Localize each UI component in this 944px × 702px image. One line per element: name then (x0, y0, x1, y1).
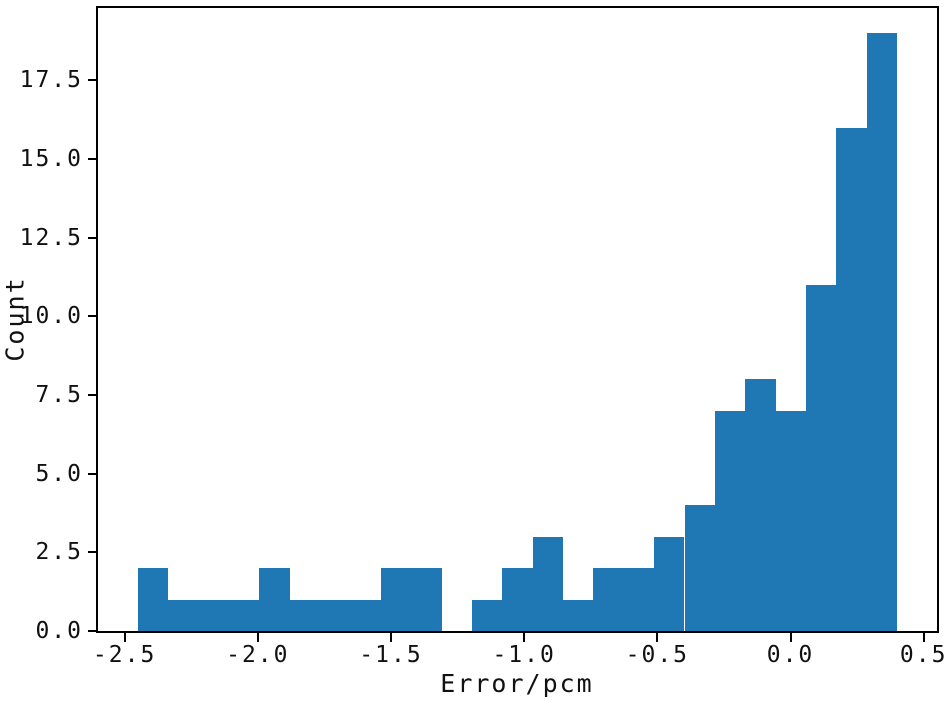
y-tick-mark (88, 79, 98, 82)
y-tick-label: 0.0 (35, 618, 83, 644)
x-tick-mark (389, 633, 392, 642)
y-tick-mark (88, 158, 98, 161)
y-tick-label: 5.0 (35, 460, 83, 487)
plot-area: -2.5 -2.0 -1.5 -1.0 -0.5 0.0 0.5 0.0 2.5 5.0 7.5 10… (20, 6, 944, 668)
histogram-bar (805, 284, 837, 631)
x-tick-label: 0.0 (766, 642, 815, 668)
histogram-bar (775, 410, 806, 631)
y-tick-label: 15.0 (19, 146, 83, 173)
histogram-bar (198, 599, 230, 631)
histogram-bar (502, 568, 533, 631)
x-tick-mark (789, 633, 792, 642)
x-tick-mark (256, 633, 259, 642)
histogram-bar (471, 599, 503, 631)
x-tick-mark (922, 633, 925, 642)
y-tick-label: 17.5 (19, 67, 83, 94)
histogram-bar (866, 33, 898, 631)
x-tick-label: -2.0 (226, 642, 290, 668)
histogram-bar (593, 568, 624, 631)
x-tick-label: 0.5 (899, 642, 944, 668)
histogram-bar (411, 568, 442, 631)
histogram-bar (532, 536, 564, 631)
y-tick-mark (88, 551, 98, 554)
y-tick-label: 12.5 (19, 224, 83, 251)
y-tick-mark (88, 394, 98, 396)
y-tick-mark (88, 236, 98, 239)
y-tick-label: 10.0 (19, 303, 83, 330)
y-tick-label: 2.5 (35, 539, 83, 566)
histogram-bar (654, 536, 685, 631)
x-axis-label: Error/pcm (440, 669, 594, 698)
histogram-bar (380, 568, 412, 631)
histogram-bar (836, 127, 867, 631)
x-tick-mark (523, 633, 526, 642)
x-tick-mark (656, 633, 659, 642)
x-tick-label: -2.5 (92, 642, 157, 668)
y-tick-mark (88, 630, 98, 632)
y-tick-label: 7.5 (35, 382, 83, 408)
histogram-bar (684, 505, 715, 631)
histogram-bar (289, 599, 321, 631)
histogram-bar (229, 599, 260, 631)
histogram-bar (168, 599, 199, 631)
histogram-bar (137, 568, 169, 631)
histogram-bar (563, 599, 594, 631)
histogram-bar (350, 599, 381, 631)
histogram-bar (259, 568, 290, 631)
x-tick-label: -1.0 (492, 642, 556, 668)
x-tick-label: -0.5 (625, 642, 690, 668)
y-tick-mark (88, 472, 98, 475)
histogram-bar (745, 379, 776, 631)
histogram-bar (320, 599, 351, 631)
histogram-bar (623, 568, 655, 631)
x-tick-label: -1.5 (359, 642, 423, 668)
x-tick-mark (123, 633, 126, 642)
histogram-bar (714, 410, 746, 631)
y-tick-mark (88, 315, 98, 318)
